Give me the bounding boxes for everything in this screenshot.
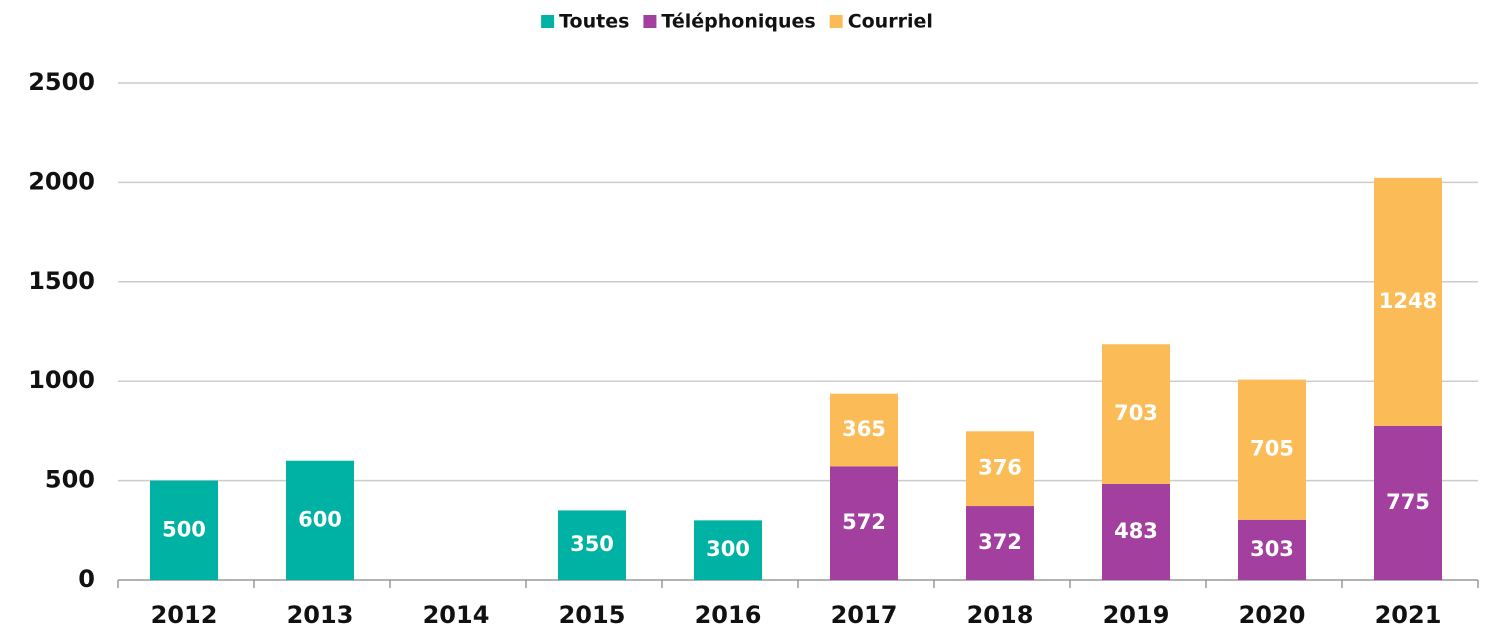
bar-segment — [830, 393, 898, 467]
legend-swatch — [541, 15, 555, 28]
data-label: 500 — [162, 517, 206, 541]
y-tick-label: 500 — [45, 466, 95, 494]
x-tick-label: 2015 — [559, 601, 626, 629]
data-label: 775 — [1386, 490, 1430, 514]
data-label: 600 — [298, 507, 342, 531]
x-tick-label: 2014 — [423, 601, 490, 629]
y-tick-label: 1500 — [28, 267, 95, 295]
bar-segment — [1374, 177, 1442, 426]
data-label: 376 — [978, 456, 1022, 480]
y-tick-label: 1000 — [28, 366, 95, 394]
x-tick-label: 2021 — [1375, 601, 1442, 629]
bar-segment — [286, 460, 354, 580]
data-label: 365 — [842, 417, 886, 441]
data-label: 1248 — [1379, 289, 1437, 313]
data-label: 703 — [1114, 401, 1158, 425]
data-label: 350 — [570, 532, 614, 556]
data-label: 572 — [842, 510, 886, 534]
bar-segment — [1374, 425, 1442, 580]
y-tick-label: 2000 — [28, 167, 95, 195]
legend-swatch — [643, 15, 657, 28]
x-tick-label: 2019 — [1103, 601, 1170, 629]
x-tick-label: 2013 — [287, 601, 354, 629]
bar-segment — [558, 510, 626, 580]
x-tick-label: 2016 — [695, 601, 762, 629]
x-tick-label: 2020 — [1239, 601, 1306, 629]
y-tick-label: 0 — [78, 565, 95, 593]
data-label: 372 — [978, 530, 1022, 554]
bar-segment — [830, 466, 898, 580]
bar-segment — [694, 520, 762, 580]
legend-label: Toutes — [559, 11, 629, 33]
bar-segment — [1238, 519, 1306, 580]
bar-segment — [966, 431, 1034, 507]
bar-segment — [966, 506, 1034, 580]
bar-segment — [1102, 344, 1170, 484]
data-label: 303 — [1250, 537, 1294, 561]
data-label: 300 — [706, 537, 750, 561]
legend-label: Courriel — [848, 11, 933, 33]
bar-segment — [150, 480, 218, 580]
x-tick-label: 2018 — [967, 601, 1034, 629]
y-tick-label: 2500 — [28, 68, 95, 96]
data-label: 483 — [1114, 519, 1158, 543]
legend-label: Téléphoniques — [661, 11, 815, 33]
x-tick-label: 2012 — [151, 601, 218, 629]
bar-segment — [1238, 379, 1306, 520]
legend-swatch — [829, 15, 843, 28]
bar-segment — [1102, 483, 1170, 580]
data-label: 705 — [1250, 437, 1294, 461]
x-tick-label: 2017 — [831, 601, 898, 629]
